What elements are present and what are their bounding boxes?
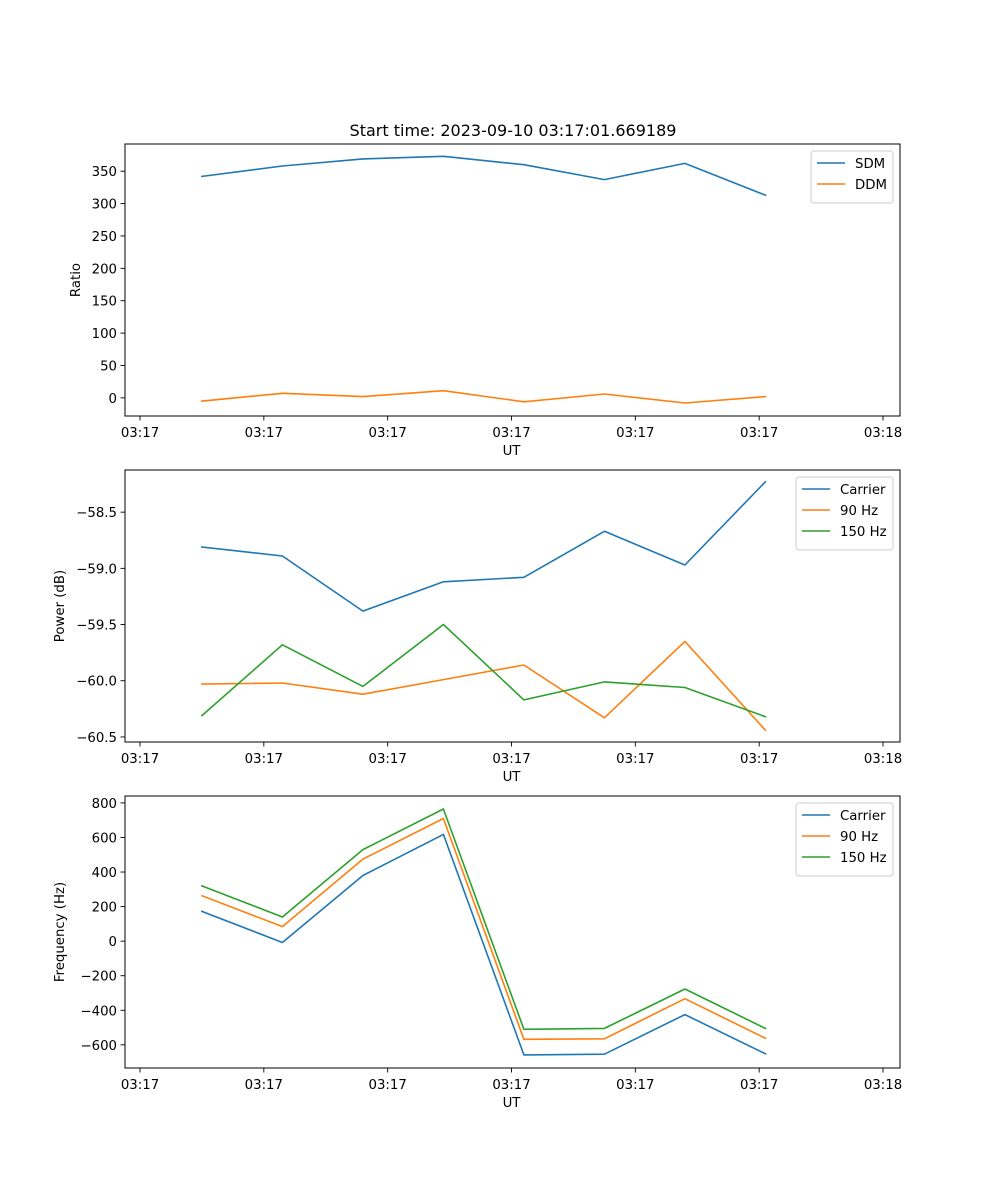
legend-label: 90 Hz xyxy=(840,504,878,519)
x-tick-label: 03:17 xyxy=(740,1078,778,1093)
x-tick-label: 03:17 xyxy=(616,752,654,767)
legend-label: SDM xyxy=(855,157,885,172)
y-tick-label: −60.5 xyxy=(76,731,117,746)
x-tick-label: 03:17 xyxy=(121,752,159,767)
x-tick-label: 03:17 xyxy=(121,1078,159,1093)
series-line-90-hz xyxy=(201,640,767,732)
y-tick-label: 800 xyxy=(92,797,117,812)
legend-label: 90 Hz xyxy=(840,830,878,845)
x-tick-label: 03:17 xyxy=(492,426,530,441)
y-tick-label: 400 xyxy=(92,866,117,881)
y-tick-label: 0 xyxy=(109,935,117,950)
x-tick-label: 03:17 xyxy=(492,752,530,767)
series-line-carrier xyxy=(200,833,767,1056)
y-tick-label: 250 xyxy=(92,230,117,245)
x-tick-label: 03:17 xyxy=(245,1078,283,1093)
y-axis-label: Ratio xyxy=(69,263,84,297)
series-line-sdm xyxy=(201,155,767,197)
x-tick-label: 03:17 xyxy=(369,1078,407,1093)
y-tick-label: 300 xyxy=(92,198,117,213)
y-tick-label: 600 xyxy=(92,831,117,846)
x-tick-label: 03:17 xyxy=(616,426,654,441)
y-tick-label: −60.0 xyxy=(76,675,117,690)
x-axis-label: UT xyxy=(503,770,522,785)
chart-panel-3: 03:17 03:17 03:17 03:17 03:17 03:17 03:18 −600 −… xyxy=(53,795,902,1111)
y-tick-label: 200 xyxy=(92,262,117,277)
x-tick-label: 03:17 xyxy=(492,1078,530,1093)
x-tick-label: 03:17 xyxy=(740,752,778,767)
y-tick-label: −58.5 xyxy=(76,506,117,521)
legend: SDM DDM xyxy=(810,150,894,204)
x-axis-label: UT xyxy=(503,444,522,459)
legend-box xyxy=(810,150,894,204)
series-line-carrier xyxy=(201,480,767,612)
y-tick-label: 200 xyxy=(92,901,117,916)
axes-frame xyxy=(124,469,901,743)
x-tick-label: 03:18 xyxy=(864,1078,902,1093)
y-tick-label: −59.0 xyxy=(76,562,117,577)
x-tick-label: 03:17 xyxy=(369,752,407,767)
chart-panel-1: 03:17 03:17 03:17 03:17 03:17 03:17 03:18 0 50 10… xyxy=(69,143,902,459)
charts-container: 03:17 03:17 03:17 03:17 03:17 03:17 03:18 0 50 10… xyxy=(53,143,902,1111)
axes-frame xyxy=(124,143,901,417)
x-tick-label: 03:17 xyxy=(245,426,283,441)
legend-label: Carrier xyxy=(840,483,886,498)
series-line-90-hz xyxy=(200,817,767,1041)
x-tick-label: 03:17 xyxy=(369,426,407,441)
series-line-150-hz xyxy=(200,623,767,718)
legend-label: 150 Hz xyxy=(840,851,887,866)
x-tick-label: 03:18 xyxy=(864,752,902,767)
y-tick-label: 0 xyxy=(109,392,117,407)
figure-title: Start time: 2023-09-10 03:17:01.669189 xyxy=(350,121,677,140)
x-tick-label: 03:17 xyxy=(245,752,283,767)
legend: Carrier 90 Hz 150 Hz xyxy=(795,802,894,877)
legend: Carrier 90 Hz 150 Hz xyxy=(795,476,894,551)
legend-label: 150 Hz xyxy=(840,525,887,540)
series-line-150-hz xyxy=(200,808,767,1031)
x-tick-label: 03:18 xyxy=(864,426,902,441)
y-tick-label: −600 xyxy=(80,1039,117,1054)
y-tick-label: −200 xyxy=(80,970,117,985)
legend-label: Carrier xyxy=(840,809,886,824)
series-line-ddm xyxy=(201,389,767,404)
y-tick-label: 50 xyxy=(100,359,117,374)
x-axis-label: UT xyxy=(503,1096,522,1111)
y-tick-label: 350 xyxy=(92,165,117,180)
y-tick-label: 100 xyxy=(92,327,117,342)
chart-panel-2: 03:17 03:17 03:17 03:17 03:17 03:17 03:18 −60.5… xyxy=(53,469,902,785)
legend-label: DDM xyxy=(855,178,887,193)
axes-frame xyxy=(124,795,901,1069)
x-tick-label: 03:17 xyxy=(740,426,778,441)
y-tick-label: −400 xyxy=(80,1004,117,1019)
y-tick-label: −59.5 xyxy=(76,619,117,634)
x-tick-label: 03:17 xyxy=(121,426,159,441)
y-tick-label: 150 xyxy=(92,295,117,310)
y-axis-label: Power (dB) xyxy=(53,570,68,642)
y-axis-label: Frequency (Hz) xyxy=(53,882,68,982)
x-tick-label: 03:17 xyxy=(616,1078,654,1093)
